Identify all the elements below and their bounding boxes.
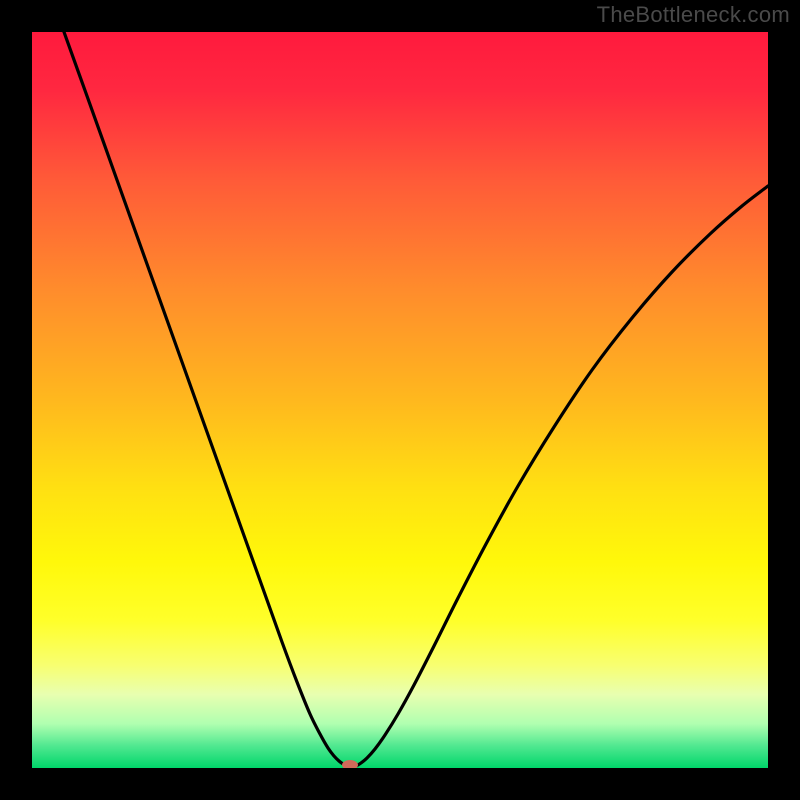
plot-area (32, 32, 768, 768)
optimal-point-marker (342, 760, 358, 768)
bottleneck-curve (32, 32, 768, 768)
watermark-text: TheBottleneck.com (597, 2, 790, 28)
curve-path (64, 32, 768, 767)
